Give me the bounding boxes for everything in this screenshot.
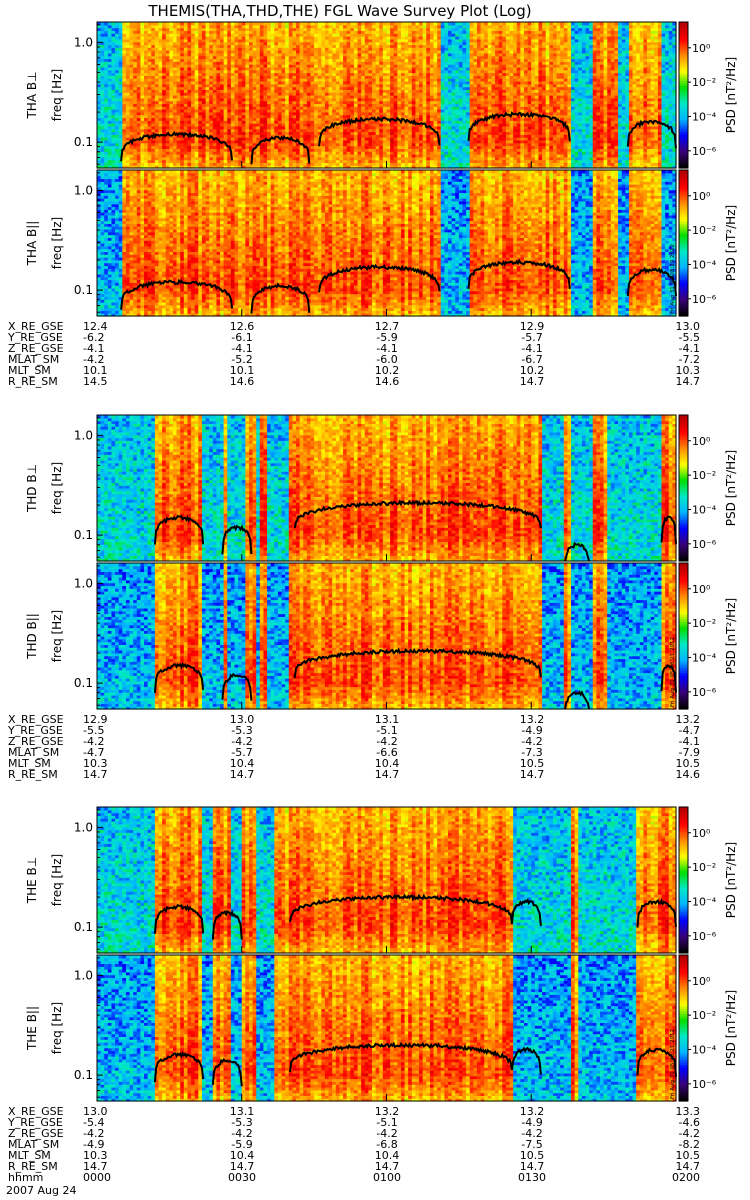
ephemeris-value: 14.6 [230, 375, 255, 388]
colorbar: 10⁰ 10⁻² 10⁻⁴ 10⁻⁶ PSD [nT²/Hz] [679, 22, 738, 169]
y-tick-label: 0.1 [74, 920, 93, 934]
component-label: THE B|| [25, 1006, 39, 1051]
y-tick-label: 1.0 [74, 820, 93, 834]
ephemeris-row-label: R_RE_SM [8, 768, 58, 781]
ephemeris-value: 14.7 [520, 375, 545, 388]
panel-group-the: 1.0 0.1 THE B⊥ freq [Hz] 10⁰ 10⁻² 10⁻⁴ 10⁻⁶ PSD … [7, 807, 738, 1184]
colorbar-tick-label: 10⁻⁴ [692, 895, 717, 908]
ephemeris-table: X_RE_GSE 12.4 12.6 12.7 12.9 13.0Y_RE_GSE -6.2… [7, 320, 700, 388]
ephemeris-value: 0030 [228, 1171, 256, 1184]
y-tick-label: 0.1 [74, 1068, 93, 1082]
y-tick-label: 1.0 [74, 428, 93, 442]
colorbar-tick-label: 10⁻⁴ [692, 110, 717, 123]
colorbar-tick-label: 10⁰ [692, 435, 711, 448]
freq-axis-label: freq [Hz] [50, 69, 64, 121]
colorbar-tick-label: 10⁰ [692, 190, 711, 203]
colorbar-tick-label: 10⁻⁶ [692, 1078, 717, 1091]
y-tick-label: 0.1 [74, 676, 93, 690]
spectrogram-cells [97, 170, 677, 317]
colorbar-label: PSD [nT²/Hz] [724, 450, 738, 526]
freq-axis-label: freq [Hz] [50, 217, 64, 269]
spectrogram-cells [97, 22, 677, 169]
ephemeris-value: 14.7 [676, 375, 701, 388]
colorbar-tick-label: 10⁻⁴ [692, 258, 717, 271]
ephemeris-value: 14.7 [83, 768, 108, 781]
timestamp-stamp: Fri Aug 31 05:08:21 2012 [670, 1029, 676, 1099]
spectrogram-cells [97, 807, 677, 954]
ephemeris-value: 14.6 [676, 768, 701, 781]
colorbar: 10⁰ 10⁻² 10⁻⁴ 10⁻⁶ PSD [nT²/Hz] [679, 170, 738, 317]
component-label: THA B⊥ [25, 71, 39, 119]
y-tick-label: 0.1 [74, 528, 93, 542]
colorbar-tick-label: 10⁻⁶ [692, 686, 717, 699]
colorbar-tick-label: 10⁻² [692, 224, 716, 237]
colorbar-tick-label: 10⁻⁴ [692, 503, 717, 516]
ephemeris-value: 14.7 [230, 768, 255, 781]
ephemeris-value: 0100 [373, 1171, 401, 1184]
panel-group-thd: 1.0 0.1 THD B⊥ freq [Hz] 10⁰ 10⁻² 10⁻⁴ 10⁻⁶ PSD … [7, 415, 738, 781]
panel-groups: 1.0 0.1 THA B⊥ freq [Hz] 10⁰ 10⁻² 10⁻⁴ 10⁻⁶ PSD … [7, 22, 738, 1184]
ephemeris-table: X_RE_GSE 13.0 13.1 13.2 13.2 13.3Y_RE_GSE -5.4… [7, 1105, 700, 1184]
component-label: THA B|| [25, 221, 39, 267]
ephemeris-value: 14.7 [375, 768, 400, 781]
colorbar: 10⁰ 10⁻² 10⁻⁴ 10⁻⁶ PSD [nT²/Hz] [679, 807, 738, 954]
ephemeris-value: 14.6 [375, 375, 400, 388]
date-label: 2007 Aug 24 [6, 1184, 76, 1197]
colorbar-tick-label: 10⁰ [692, 42, 711, 55]
colorbar-tick-label: 10⁻⁶ [692, 145, 717, 158]
spectrogram-cells [97, 563, 677, 710]
panel-group-tha: 1.0 0.1 THA B⊥ freq [Hz] 10⁰ 10⁻² 10⁻⁴ 10⁻⁶ PSD … [7, 22, 738, 388]
colorbar-tick-label: 10⁻² [692, 76, 716, 89]
freq-axis-label: freq [Hz] [50, 462, 64, 514]
freq-axis-label: freq [Hz] [50, 854, 64, 906]
component-label: THD B|| [25, 613, 39, 660]
y-tick-label: 1.0 [74, 576, 93, 590]
colorbar-label: PSD [nT²/Hz] [724, 57, 738, 133]
freq-axis-label: freq [Hz] [50, 1002, 64, 1054]
ephemeris-table: X_RE_GSE 12.9 13.0 13.1 13.2 13.2Y_RE_GSE -5.5… [7, 713, 700, 781]
colorbar-tick-label: 10⁻⁶ [692, 538, 717, 551]
y-tick-label: 0.1 [74, 135, 93, 149]
y-tick-label: 1.0 [74, 968, 93, 982]
ephemeris-value: 14.5 [83, 375, 108, 388]
colorbar-tick-label: 10⁰ [692, 827, 711, 840]
spectrogram-cells [97, 415, 677, 562]
timestamp-stamp: Fri Aug 31 05:08:29 2012 [670, 244, 676, 314]
colorbar-tick-label: 10⁻² [692, 469, 716, 482]
colorbar-tick-label: 10⁰ [692, 975, 711, 988]
colorbar-label: PSD [nT²/Hz] [724, 990, 738, 1066]
y-tick-label: 1.0 [74, 35, 93, 49]
colorbar-label: PSD [nT²/Hz] [724, 598, 738, 674]
colorbar-label: PSD [nT²/Hz] [724, 205, 738, 281]
colorbar-tick-label: 10⁻² [692, 1009, 716, 1022]
y-tick-label: 0.1 [74, 283, 93, 297]
colorbar-tick-label: 10⁻² [692, 861, 716, 874]
colorbar-tick-label: 10⁻² [692, 617, 716, 630]
colorbar-tick-label: 10⁻⁴ [692, 1043, 717, 1056]
colorbar: 10⁰ 10⁻² 10⁻⁴ 10⁻⁶ PSD [nT²/Hz] [679, 955, 738, 1102]
ephemeris-value: 14.7 [520, 768, 545, 781]
ephemeris-value: 0000 [83, 1171, 111, 1184]
colorbar-tick-label: 10⁻⁴ [692, 651, 717, 664]
colorbar-tick-label: 10⁻⁶ [692, 930, 717, 943]
figure-title: THEMIS(THA,THD,THE) FGL Wave Survey Plot… [147, 2, 531, 20]
colorbar-tick-label: 10⁻⁶ [692, 293, 717, 306]
y-tick-label: 1.0 [74, 183, 93, 197]
ephemeris-value: 0200 [672, 1171, 700, 1184]
colorbar: 10⁰ 10⁻² 10⁻⁴ 10⁻⁶ PSD [nT²/Hz] [679, 415, 738, 562]
freq-axis-label: freq [Hz] [50, 610, 64, 662]
timestamp-stamp: Fri Aug 31 05:08:21 2012 [670, 637, 676, 707]
component-label: THE B⊥ [25, 857, 39, 904]
colorbar-label: PSD [nT²/Hz] [724, 842, 738, 918]
component-label: THD B⊥ [25, 464, 39, 513]
ephemeris-value: 0130 [518, 1171, 546, 1184]
colorbar-tick-label: 10⁰ [692, 583, 711, 596]
ephemeris-row-label: hhmm [8, 1171, 43, 1184]
spectrogram-cells [97, 955, 677, 1102]
ephemeris-row-label: R_RE_SM [8, 375, 58, 388]
colorbar: 10⁰ 10⁻² 10⁻⁴ 10⁻⁶ PSD [nT²/Hz] [679, 563, 738, 710]
